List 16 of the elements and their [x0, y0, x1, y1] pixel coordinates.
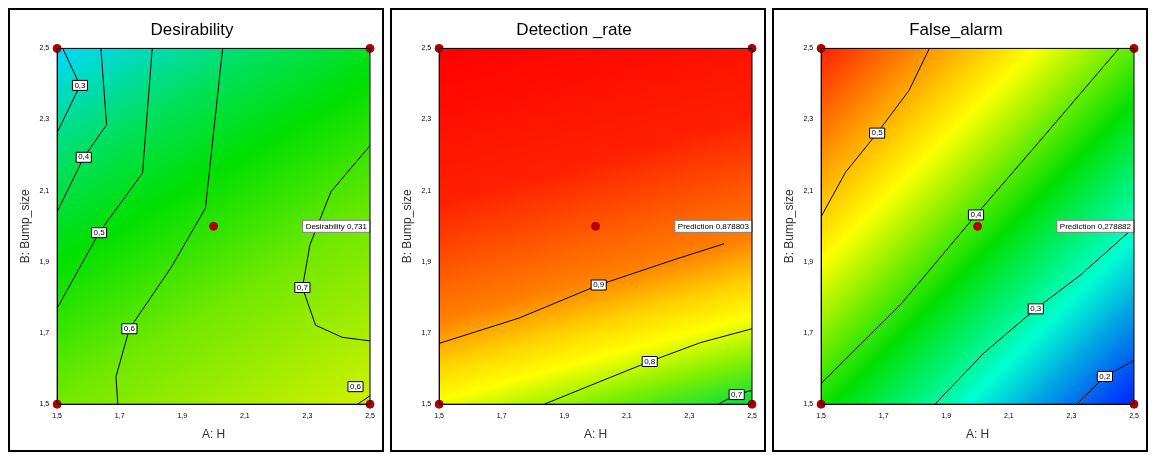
chart-title: Detection _rate: [516, 19, 632, 39]
series-label: 0,6: [349, 381, 362, 391]
point: [973, 221, 983, 231]
annotation: Desirability 0,731: [305, 221, 368, 231]
y-axis-title: B: Bump_size: [17, 188, 32, 264]
annotation: Prediction 0,278882: [1059, 221, 1132, 231]
x-axis-title: A: H: [965, 427, 990, 442]
annotation: Prediction 0,878803: [677, 221, 750, 231]
x-axis-title: A: H: [201, 427, 226, 442]
chart-title: Desirability: [150, 19, 235, 39]
x-axis-title: A: H: [583, 427, 608, 442]
point: [209, 221, 219, 231]
y-axis-title: B: Bump_size: [399, 188, 414, 264]
chart-title: False_alarm: [909, 19, 1003, 39]
point: [591, 221, 601, 231]
y-axis-title: B: Bump_size: [781, 188, 796, 264]
